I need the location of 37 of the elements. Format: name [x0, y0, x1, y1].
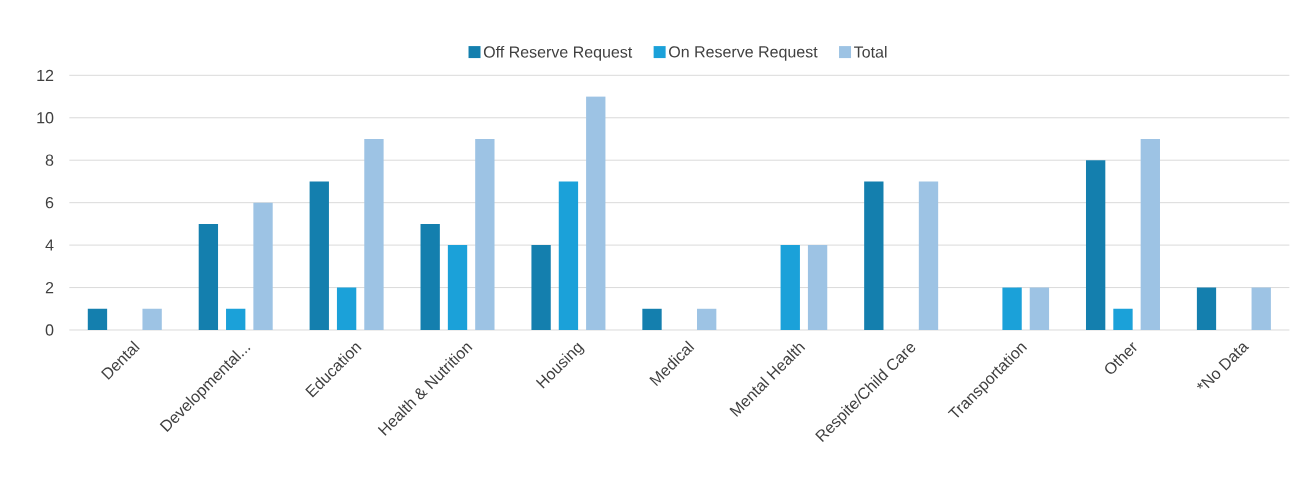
- bar: [142, 308, 162, 330]
- y-tick-label: 6: [45, 197, 54, 209]
- bar: [364, 139, 384, 330]
- bar: [1002, 287, 1022, 330]
- bar: [1140, 139, 1160, 330]
- bar: [1196, 287, 1217, 330]
- bar: [586, 96, 606, 330]
- y-tick-label: 2: [45, 281, 54, 294]
- bar: [309, 181, 329, 330]
- bar: [1029, 287, 1050, 330]
- bar: [253, 202, 273, 330]
- bar: [1113, 308, 1133, 330]
- bar: [531, 245, 551, 330]
- bar: [918, 181, 939, 330]
- legend-label: Total: [854, 45, 887, 58]
- bar: [642, 308, 662, 330]
- bar: [87, 308, 108, 330]
- legend-label: On Reserve Request: [669, 46, 818, 61]
- bar: [420, 223, 440, 330]
- bar: [447, 245, 468, 330]
- bar: [336, 287, 357, 330]
- bar: [697, 308, 717, 330]
- y-tick-label: 8: [45, 154, 54, 166]
- bar: [558, 181, 579, 330]
- legend-label: Off Reserve Request: [483, 45, 633, 61]
- bar: [807, 245, 828, 330]
- bar: [1085, 160, 1106, 330]
- y-tick-label: 4: [45, 239, 54, 251]
- bar: [780, 245, 800, 330]
- y-tick-label: 12: [37, 69, 54, 81]
- bar: [1251, 287, 1271, 330]
- bar: [864, 181, 884, 330]
- y-tick-label: 0: [45, 324, 54, 336]
- bar: [198, 223, 219, 330]
- y-tick-label: 10: [37, 112, 54, 124]
- bar: [226, 308, 246, 330]
- bar: [475, 139, 495, 330]
